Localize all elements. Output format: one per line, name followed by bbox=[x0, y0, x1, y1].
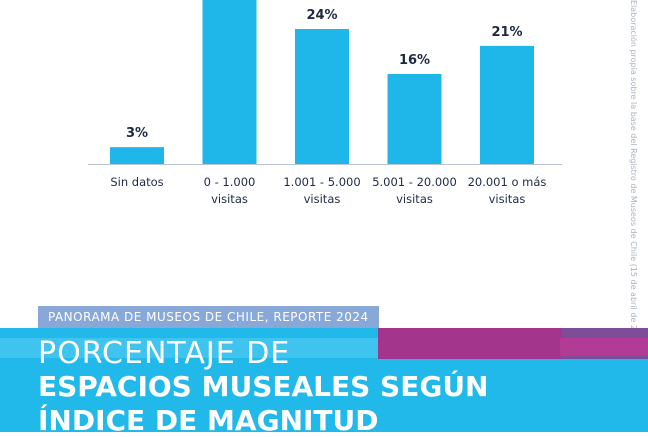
magenta-accent bbox=[378, 328, 562, 359]
bar-value-label-0: 3% bbox=[126, 126, 148, 141]
category-label-2-1: visitas bbox=[304, 192, 341, 206]
source-note: Elaboración propia sobre la base del Reg… bbox=[626, 0, 642, 335]
title-line-3: ÍNDICE DE MAGNITUD bbox=[38, 404, 379, 437]
magenta-accent-band bbox=[560, 338, 648, 356]
report-tag: PANORAMA DE MUSEOS DE CHILE, REPORTE 202… bbox=[38, 306, 379, 328]
category-label-0-0: Sin datos bbox=[110, 175, 163, 189]
bar-value-label-2: 24% bbox=[306, 8, 337, 23]
category-label-4-1: visitas bbox=[489, 192, 526, 206]
category-label-3-1: visitas bbox=[396, 192, 433, 206]
category-label-4-0: 20.001 o más bbox=[468, 175, 547, 189]
bar-0 bbox=[110, 147, 164, 164]
title-line-1: PORCENTAJE DE bbox=[38, 336, 291, 371]
category-label-1-1: visitas bbox=[211, 192, 248, 206]
bar-value-label-4: 21% bbox=[491, 25, 522, 40]
bar-3 bbox=[387, 74, 442, 164]
category-label-1-0: 0 - 1.000 bbox=[204, 175, 256, 189]
category-label-3-0: 5.001 - 20.000 bbox=[372, 175, 457, 189]
bar-4 bbox=[480, 45, 534, 164]
source-note-text: Elaboración propia sobre la base del Reg… bbox=[629, 0, 638, 336]
category-label-2-0: 1.001 - 5.000 bbox=[283, 175, 360, 189]
bar-value-label-3: 16% bbox=[399, 53, 430, 68]
bar-1 bbox=[202, 0, 257, 164]
bar-2 bbox=[295, 29, 349, 164]
title-line-2: ESPACIOS MUSEALES SEGÚN bbox=[38, 370, 489, 403]
bar-chart: 3% Sin datos 0 - 1.000 visitas 24% 1.001 - 5.… bbox=[88, 0, 562, 206]
